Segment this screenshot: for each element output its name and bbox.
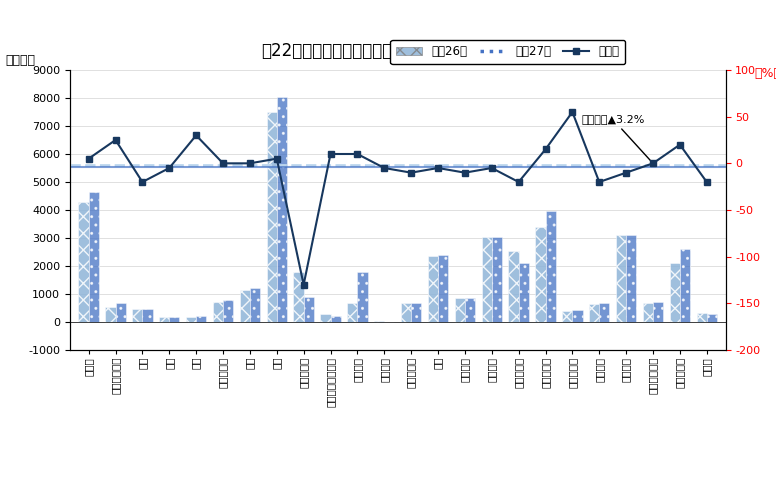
Bar [411, 303, 421, 322]
Bar [589, 304, 599, 322]
Bar [250, 288, 260, 322]
Bar [438, 255, 449, 322]
Bar [599, 303, 609, 322]
Bar [401, 303, 411, 322]
Bar [143, 309, 153, 322]
Bar [159, 317, 169, 322]
Bar [88, 192, 99, 322]
Bar [277, 96, 287, 322]
Bar [240, 290, 250, 322]
Bar [293, 272, 303, 322]
Bar [508, 250, 518, 322]
Bar [196, 316, 206, 322]
Bar [303, 297, 314, 322]
Bar [653, 302, 663, 322]
Bar [132, 309, 143, 322]
Bar [626, 235, 636, 322]
Bar [707, 314, 717, 322]
Bar [643, 303, 653, 322]
Bar [518, 263, 528, 322]
Bar [465, 298, 475, 322]
Bar [680, 249, 690, 322]
Bar [573, 310, 583, 322]
Text: 府前年比▲3.2%: 府前年比▲3.2% [581, 114, 651, 162]
Bar [374, 321, 384, 322]
Title: 第22図　付加価値額の産業別前年比（従業者30人以上）: 第22図 付加価値額の産業別前年比（従業者30人以上） [262, 42, 534, 60]
Bar [213, 302, 223, 322]
Bar [267, 112, 277, 322]
Bar [169, 317, 179, 322]
Bar [223, 300, 234, 322]
Bar [616, 235, 626, 322]
Bar [428, 256, 438, 322]
Bar [106, 307, 116, 322]
Legend: 平成26年, 平成27年, 前年比: 平成26年, 平成27年, 前年比 [390, 40, 625, 64]
Bar [116, 303, 126, 322]
Y-axis label: （億円）: （億円） [5, 54, 36, 67]
Bar [697, 314, 707, 322]
Bar [535, 227, 546, 322]
Y-axis label: （%）: （%） [755, 67, 776, 80]
Bar [546, 212, 556, 322]
Bar [482, 236, 492, 322]
Bar [186, 316, 196, 322]
Bar [347, 303, 358, 322]
Bar [492, 236, 502, 322]
Bar [670, 263, 680, 322]
Bar [320, 314, 331, 322]
Bar [455, 298, 465, 322]
Bar [562, 312, 573, 322]
Bar [358, 272, 368, 322]
Bar [78, 202, 88, 322]
Bar [331, 316, 341, 322]
